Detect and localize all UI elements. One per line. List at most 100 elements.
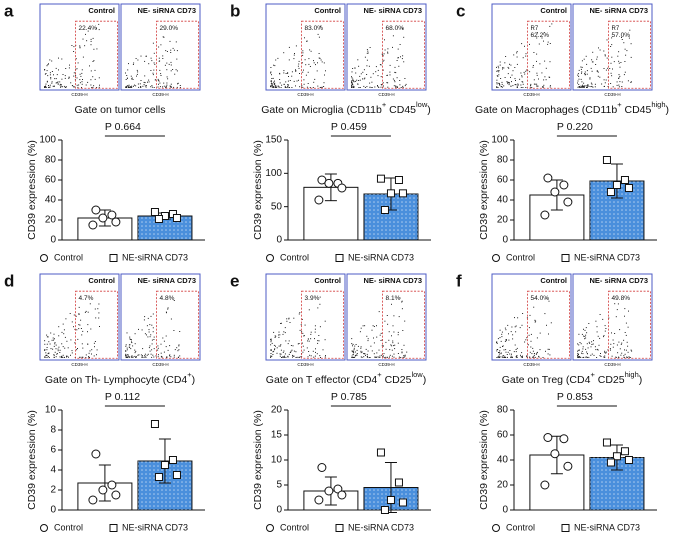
flow-dot	[64, 336, 66, 338]
flow-dot	[295, 70, 297, 72]
flow-dot	[395, 85, 397, 87]
flow-dot	[617, 55, 619, 57]
flow-dot	[158, 83, 159, 85]
flow-dot	[502, 68, 503, 70]
flow-dot	[591, 353, 593, 355]
flow-dot	[577, 343, 579, 345]
flow-dot	[590, 354, 592, 356]
legend-label: NE-siRNA CD73	[348, 252, 414, 262]
flow-dot	[501, 336, 503, 338]
flow-dot	[367, 338, 369, 340]
flow-dot	[76, 349, 78, 351]
flow-dot	[615, 357, 617, 358]
flow-dot	[528, 334, 530, 336]
flow-dot	[279, 334, 281, 336]
flow-dot	[173, 356, 175, 358]
flow-header: Control	[540, 6, 567, 15]
flow-dot	[581, 72, 582, 74]
flow-dot	[367, 50, 369, 52]
flow-dot	[621, 342, 623, 344]
flow-dot	[549, 61, 551, 63]
flow-dot	[590, 86, 592, 88]
flow-plot	[491, 3, 572, 91]
caption-part: high	[625, 370, 639, 379]
flow-dot	[626, 356, 628, 358]
flow-dot	[125, 350, 127, 352]
flow-dot	[597, 349, 599, 351]
flow-dot	[169, 354, 171, 356]
flow-dot	[538, 78, 539, 80]
flow-dot	[384, 320, 386, 322]
data-point	[314, 195, 324, 205]
flow-dot	[49, 343, 51, 345]
flow-dot	[44, 343, 46, 345]
flow-dot	[131, 78, 133, 80]
flow-dot	[53, 339, 54, 341]
y-tick-label: 100	[265, 168, 282, 179]
flow-dot	[143, 84, 145, 86]
flow-dot	[96, 87, 98, 88]
flow-dot	[53, 74, 54, 76]
flow-dot	[500, 78, 502, 79]
flow-dot	[136, 73, 138, 75]
flow-dot	[510, 331, 512, 333]
flow-dot	[270, 72, 272, 74]
flow-dot	[127, 357, 129, 358]
flow-dot	[577, 82, 578, 84]
flow-dot	[273, 350, 275, 352]
flow-dot	[369, 357, 371, 358]
flow-dot	[135, 350, 137, 352]
flow-dot	[577, 73, 579, 75]
flow-dot	[146, 354, 148, 356]
flow-dot	[549, 354, 551, 356]
flow-dot	[125, 350, 127, 352]
flow-dot	[127, 69, 129, 71]
data-point	[111, 217, 121, 227]
flow-dot	[353, 347, 355, 349]
flow-dot	[629, 357, 631, 358]
flow-dot	[47, 356, 49, 357]
flow-dot	[621, 37, 622, 38]
flow-dot	[582, 84, 583, 86]
flow-header: NE- siRNA CD73	[364, 6, 422, 15]
flow-dot	[75, 75, 77, 77]
flow-dot	[618, 51, 620, 53]
flow-dot	[283, 356, 285, 358]
flow-dot	[81, 87, 82, 88]
flow-dot	[386, 74, 388, 76]
flow-dot	[505, 340, 507, 342]
flow-dot	[397, 57, 399, 59]
flow-dot	[46, 65, 48, 67]
flow-dot	[505, 357, 507, 358]
flow-dot	[154, 79, 156, 81]
flow-dot	[604, 355, 606, 357]
y-tick-label: 40	[497, 455, 509, 466]
caption-part: low	[411, 370, 423, 379]
flow-dot	[597, 335, 599, 337]
flow-dot	[314, 325, 316, 327]
flow-dot	[291, 87, 293, 88]
flow-dot	[152, 72, 154, 74]
flow-dot	[508, 339, 510, 341]
flow-dot	[309, 49, 311, 51]
flow-dot	[396, 60, 398, 61]
flow-dot	[84, 311, 86, 313]
flow-dot	[625, 54, 627, 56]
flow-dot	[498, 74, 500, 76]
flow-dot	[175, 69, 177, 71]
flow-dot	[375, 356, 376, 358]
flow-dot	[586, 353, 588, 355]
flow-dot	[352, 86, 354, 88]
flow-dot	[596, 70, 598, 72]
flow-dot	[591, 70, 593, 72]
y-tick-label: 0	[50, 235, 56, 246]
flow-dot	[589, 342, 591, 344]
flow-dot	[405, 83, 407, 85]
flow-dot	[306, 347, 308, 349]
data-point	[150, 208, 159, 216]
flow-dot	[366, 353, 368, 355]
flow-dot	[602, 318, 604, 320]
flow-dot	[503, 349, 505, 351]
flow-dot	[65, 68, 67, 69]
flow-dot	[270, 67, 272, 68]
